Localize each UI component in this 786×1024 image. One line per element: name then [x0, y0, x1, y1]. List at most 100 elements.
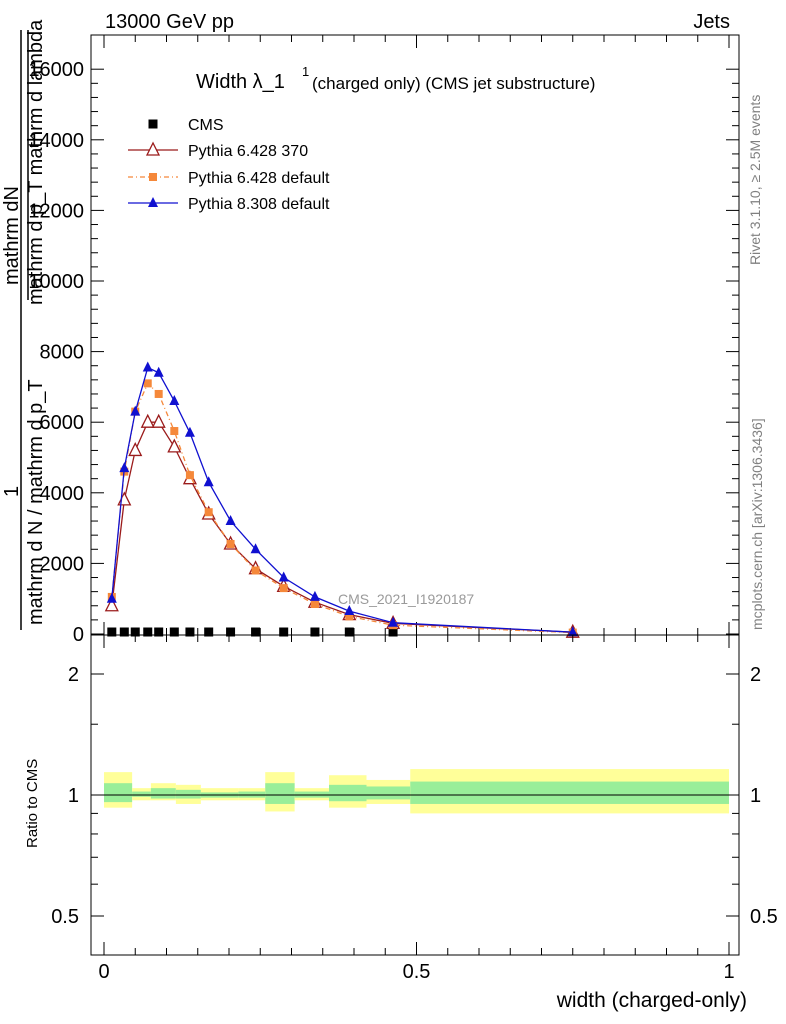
data-point [250, 543, 261, 554]
data-point [130, 405, 141, 416]
data-point [203, 476, 214, 487]
legend-marker [148, 119, 158, 129]
data-point [184, 426, 195, 437]
ratio-y-tick-label-right: 2 [750, 664, 761, 686]
data-point [204, 627, 214, 637]
x-axis-label: width (charged-only) [556, 989, 747, 1012]
title-rest: (charged only) (CMS jet substructure) [312, 74, 595, 93]
ratio-y-tick-label-right: 0.5 [750, 906, 778, 928]
data-point [143, 627, 153, 637]
data-point [104, 597, 119, 612]
data-point [185, 627, 195, 637]
legend-marker [145, 141, 161, 156]
ratio-y-tick-label: 1 [68, 785, 79, 807]
rivet-version-label: Rivet 3.1.10, ≥ 2.5M events [747, 95, 763, 265]
y-label-numerator-sub: mathrm d p_T mathrm d lambda [25, 19, 47, 305]
data-point [154, 389, 163, 398]
data-point [344, 627, 354, 637]
ratio-inner-band [132, 791, 151, 797]
main-y-tick-label: 4000 [40, 483, 85, 505]
main-y-tick-label: 8000 [40, 342, 85, 364]
legend-marker [149, 173, 157, 181]
data-point [169, 627, 179, 637]
data-point [151, 413, 166, 428]
ratio-y-tick-label-right: 1 [750, 785, 761, 807]
data-point [309, 590, 320, 601]
data-point [567, 626, 578, 637]
data-point [170, 427, 179, 436]
main-y-tick-label: 14000 [28, 130, 84, 152]
ratio-inner-band [329, 784, 367, 802]
main-y-tick-label: 2000 [40, 553, 85, 575]
data-point [185, 471, 194, 480]
ratio-inner-band [410, 781, 729, 804]
legend-label: Pythia 6.428 default [188, 170, 330, 187]
title-main: Width λ_1 [196, 71, 285, 93]
data-point [143, 379, 152, 388]
data-point [128, 441, 143, 457]
y-label-numerator-top: mathrm dN [1, 186, 23, 285]
ratio-inner-band [175, 789, 201, 799]
ratio-inner-band [366, 786, 411, 800]
data-point [226, 627, 236, 637]
main-y-tick-label: 6000 [40, 412, 85, 434]
data-point [225, 515, 236, 526]
data-point [106, 592, 117, 603]
data-point [167, 438, 182, 453]
data-point [140, 413, 155, 428]
data-point [119, 462, 130, 473]
main-y-axis: 0 2000 4000 6000 8000 10000 12000 14000 16000 [28, 59, 739, 646]
data-point [153, 366, 164, 377]
mcplots-label: mcplots.cern.ch [arXiv:1306.3436] [749, 418, 765, 630]
header-right-label: Jets [693, 11, 730, 33]
data-point [142, 361, 153, 372]
legend-label: Pythia 6.428 370 [188, 143, 308, 160]
y-label-one: 1 [1, 486, 23, 497]
main-y-axis-label: mathrm dN mathrm d p_T mathrm d lambda 1… [1, 19, 47, 630]
data-point [278, 571, 289, 582]
plot-title: Width λ_1 1 (charged only) (CMS jet subs… [196, 64, 595, 93]
data-point [169, 395, 180, 406]
ratio-y-axis-label: Ratio to CMS [24, 759, 41, 848]
main-x-axis [103, 35, 730, 635]
x-tick-label: 0 [98, 961, 109, 983]
ratio-y-tick-label: 0.5 [51, 906, 79, 928]
x-tick-label: 0.5 [403, 961, 431, 983]
ratio-inner-band [150, 788, 176, 799]
ratio-y-tick-label: 2 [68, 664, 79, 686]
legend-label: Pythia 8.308 default [188, 196, 330, 213]
main-y-tick-label: 0 [73, 624, 84, 646]
ratio-y-axis: 0.5 0.5 1 1 2 2 [51, 664, 778, 928]
legend-label: CMS [188, 117, 224, 134]
data-point [388, 627, 398, 637]
legend: CMS Pythia 6.428 370 Pythia 6.428 default P… [128, 117, 330, 213]
data-point [388, 616, 399, 627]
main-y-tick-label: 10000 [28, 271, 84, 293]
ratio-inner-band [265, 783, 295, 804]
series-layer [104, 361, 580, 638]
x-tick-label: 1 [723, 961, 734, 983]
header-left-label: 13000 GeV pp [105, 11, 234, 33]
legend-marker [148, 197, 158, 207]
data-point [310, 599, 319, 608]
data-point [154, 627, 164, 637]
ratio-inner-band [104, 783, 133, 803]
data-point [279, 627, 289, 637]
data-point [310, 627, 320, 637]
ratio-bands [104, 769, 729, 814]
data-point [119, 627, 129, 637]
data-point [204, 508, 213, 517]
title-superscript: 1 [302, 64, 309, 79]
data-point [226, 539, 235, 548]
data-point [130, 627, 140, 637]
data-point [117, 491, 132, 506]
data-point [107, 627, 117, 637]
data-point [251, 627, 261, 637]
y-label-denominator: mathrm d N / mathrm d p_T [25, 379, 47, 625]
main-y-tick-label: 12000 [28, 200, 84, 222]
data-point [344, 605, 355, 616]
main-y-tick-label: 16000 [28, 59, 84, 81]
ratio-x-axis: 0 0.5 1 [98, 635, 735, 983]
analysis-watermark: CMS_2021_I1920187 [338, 591, 474, 607]
